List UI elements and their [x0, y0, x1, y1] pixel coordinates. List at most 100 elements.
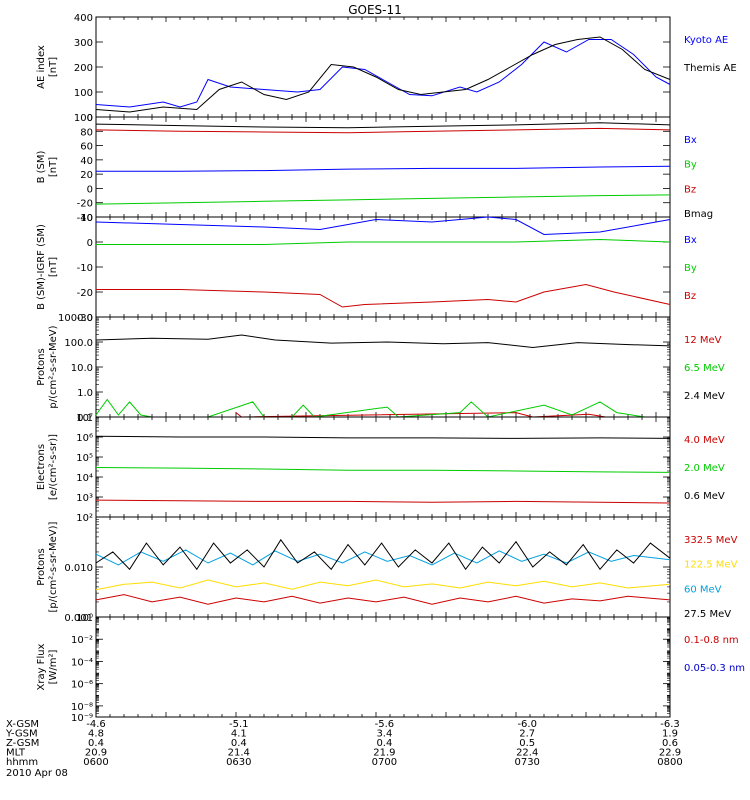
legend-label: Bz: [684, 291, 696, 302]
y-tick-label: 10⁶: [76, 433, 93, 444]
series-line-themis-ae: [95, 36, 671, 113]
x-row-value: 0600: [83, 757, 108, 768]
series-line-bz: [96, 283, 671, 308]
x-row-value: 4.1: [231, 729, 247, 740]
x-row-value: 1.9: [662, 729, 678, 740]
y-tick-label: 10⁻⁶: [71, 680, 93, 691]
y-axis-label: [nT]: [48, 157, 59, 177]
series-line-bz: [95, 127, 671, 134]
panel-frame: [95, 16, 671, 118]
x-row-value: -5.6: [375, 719, 395, 730]
y-axis-label: [nT]: [48, 257, 59, 277]
x-row-value: 3.4: [376, 729, 392, 740]
y-tick-label: -20: [77, 199, 93, 210]
x-row-value: 0.4: [231, 738, 247, 749]
panel-5: 10² 10³ 10⁴ 10⁵ 10⁶ 10⁷ Electrons [e/(cm²-s-sr)…: [36, 413, 725, 524]
date-label: 2010 Apr 08: [6, 768, 68, 779]
x-row-value: -6.3: [660, 719, 680, 730]
y-axis-label: [W/m²]: [48, 649, 59, 684]
series-line-by: [96, 238, 671, 245]
x-row-value: 0.5: [519, 738, 535, 749]
y-axis-label: Protons: [36, 548, 47, 585]
x-row-value: 0700: [372, 757, 397, 768]
legend-label: 60 MeV: [684, 584, 722, 595]
y-tick-label: 0.001: [64, 613, 93, 624]
series-line-2.0-mev: [95, 467, 671, 473]
legend-label: Bmag: [684, 209, 713, 220]
series-line-by: [95, 194, 671, 205]
x-row-label: Y-GSM: [5, 729, 38, 740]
y-axis-label: B (SM): [36, 150, 47, 183]
x-row-value: 0800: [657, 757, 682, 768]
y-tick-label: 300: [74, 38, 93, 49]
y-tick-label: 200: [74, 63, 93, 74]
series-line-0.6-mev: [95, 435, 671, 439]
y-tick-label: 10⁻⁴: [71, 657, 93, 668]
y-axis-label: [p/(cm²-s-sr-MeV)]: [48, 521, 59, 612]
legend-label: By: [684, 263, 697, 274]
y-tick-label: 1.0: [77, 388, 93, 399]
y-axis-label: Electrons: [36, 444, 47, 490]
x-row-value: -5.1: [229, 719, 249, 730]
y-tick-label: -10: [77, 263, 93, 274]
legend-label: 0.05-0.3 nm: [684, 663, 745, 674]
y-tick-label: -20: [77, 288, 93, 299]
y-tick-label: 10.0: [71, 363, 93, 374]
series-line-4.0-mev: [95, 499, 671, 504]
legend-label: 0.6 MeV: [684, 491, 725, 502]
y-tick-label: 40: [80, 156, 93, 167]
series-line-12-mev: [235, 412, 606, 418]
y-tick-label: -40: [77, 213, 93, 224]
y-tick-label: 20: [80, 170, 93, 181]
y-tick-label: 100.0: [64, 338, 93, 349]
panel-frame: [95, 516, 671, 618]
y-tick-label: 10: [80, 213, 93, 224]
y-tick-label: 0: [87, 184, 93, 195]
x-row-value: -4.6: [86, 719, 106, 730]
y-tick-label: 0: [87, 238, 93, 249]
x-row-label: MLT: [6, 748, 26, 759]
x-row-value: 20.9: [85, 748, 107, 759]
y-tick-label: 80: [80, 127, 93, 138]
legend-label: Bx: [684, 235, 697, 246]
legend-label: By: [684, 160, 697, 171]
series-line-bx: [96, 165, 671, 172]
x-row-value: 22.4: [516, 748, 538, 759]
y-axis-label: Protons: [36, 348, 47, 385]
x-row-value: 21.9: [373, 748, 395, 759]
legend-label: Bz: [684, 184, 696, 195]
y-tick-label: 10⁻⁹: [71, 713, 93, 724]
y-axis-label: [nT]: [48, 57, 59, 77]
panel-3: -30 -20 -10 0 10 B (SM)-IGRF (SM) [nT] Bx By Bz: [36, 213, 697, 324]
x-row-value: -6.0: [517, 719, 537, 730]
y-tick-label: 0.010: [64, 563, 93, 574]
legend-label: 2.4 MeV: [684, 391, 725, 402]
y-axis-label: B (SM)-IGRF (SM): [36, 224, 47, 310]
legend-label: 4.0 MeV: [684, 435, 725, 446]
legend-label: Themis AE: [683, 63, 737, 74]
y-tick-label: 100: [74, 113, 93, 124]
legend-label: 27.5 MeV: [684, 609, 731, 620]
legend-label: 12 MeV: [684, 335, 722, 346]
y-tick-label: 0: [87, 113, 93, 124]
series-line-kyoto-ae: [95, 39, 671, 108]
y-tick-label: 10⁻²: [71, 635, 93, 646]
y-tick-label: 10⁵: [76, 453, 93, 464]
legend-label: 332.5 MeV: [684, 535, 738, 546]
x-row-value: 0630: [226, 757, 251, 768]
y-tick-label: 10⁷: [76, 413, 93, 424]
y-tick-label: 0.1: [77, 413, 93, 424]
x-row-value: 2.7: [519, 729, 535, 740]
x-row-value: 22.9: [659, 748, 681, 759]
x-row-value: 4.8: [88, 729, 104, 740]
legend-label: Bx: [684, 135, 697, 146]
y-tick-label: 100: [74, 88, 93, 99]
y-tick-label: 400: [74, 13, 93, 24]
legend-label: 6.5 MeV: [684, 363, 725, 374]
y-tick-label: -30: [77, 313, 93, 324]
series-line-bx: [95, 216, 671, 236]
panel-frame: [95, 616, 671, 718]
